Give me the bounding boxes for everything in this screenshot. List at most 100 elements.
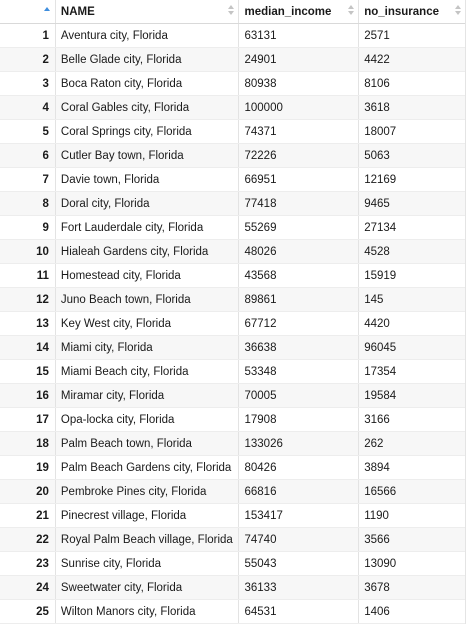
median-income-cell: 66951: [239, 168, 360, 191]
column-header-name[interactable]: NAME: [56, 0, 240, 23]
table-row: 5 Coral Springs city, Florida 74371 18007: [0, 120, 465, 144]
no-insurance-cell: 12169: [364, 173, 397, 186]
no-insurance-cell: 13090: [364, 557, 397, 570]
median-income-cell: 77418: [239, 192, 360, 215]
row-index-cell: 16: [0, 384, 56, 407]
column-header-label: no_insurance: [364, 5, 439, 18]
median-income-cell: 17908: [239, 408, 360, 431]
row-index-cell: 5: [0, 120, 56, 143]
row-index-cell: 12: [0, 288, 56, 311]
table-row: 13 Key West city, Florida 67712 4420: [0, 312, 465, 336]
no-insurance-cell: 3678: [364, 581, 390, 594]
row-index-cell: 7: [0, 168, 56, 191]
no-insurance-cell: 4422: [364, 53, 390, 66]
name-cell: Miami city, Florida: [56, 336, 240, 359]
name-cell: Boca Raton city, Florida: [56, 72, 240, 95]
name-cell: Palm Beach town, Florida: [56, 432, 240, 455]
sort-icon: [454, 5, 461, 17]
table-row: 17 Opa-locka city, Florida 17908 3166: [0, 408, 465, 432]
table-row: 1 Aventura city, Florida 63131 2571: [0, 24, 465, 48]
name-cell: Sweetwater city, Florida: [56, 576, 240, 599]
median-income-cell: 100000: [239, 96, 360, 119]
median-income-cell: 24901: [239, 48, 360, 71]
name-cell: Wilton Manors city, Florida: [56, 600, 240, 623]
table-row: 10 Hialeah Gardens city, Florida 48026 4528: [0, 240, 465, 264]
table-row: 9 Fort Lauderdale city, Florida 55269 27134: [0, 216, 465, 240]
table-row: 7 Davie town, Florida 66951 12169: [0, 168, 465, 192]
column-header-no-insurance[interactable]: no_insurance: [359, 0, 465, 23]
median-income-cell: 66816: [239, 480, 360, 503]
no-insurance-cell: 1406: [364, 605, 390, 618]
median-income-cell: 72226: [239, 144, 360, 167]
no-insurance-cell: 145: [364, 293, 384, 306]
no-insurance-cell: 5063: [364, 149, 390, 162]
table-body: 1 Aventura city, Florida 63131 2571 2 Belle G…: [0, 24, 465, 624]
median-income-cell: 63131: [239, 24, 360, 47]
median-income-cell: 89861: [239, 288, 360, 311]
row-index-cell: 1: [0, 24, 56, 47]
name-cell: Cutler Bay town, Florida: [56, 144, 240, 167]
row-index-cell: 18: [0, 432, 56, 455]
row-index-cell: 15: [0, 360, 56, 383]
sort-ascending-icon: [44, 7, 50, 11]
table-row: 24 Sweetwater city, Florida 36133 3678: [0, 576, 465, 600]
name-cell: Hialeah Gardens city, Florida: [56, 240, 240, 263]
row-index-cell: 19: [0, 456, 56, 479]
column-header-row-index[interactable]: [0, 0, 56, 23]
table-row: 12 Juno Beach town, Florida 89861 145: [0, 288, 465, 312]
name-cell: Juno Beach town, Florida: [56, 288, 240, 311]
name-cell: Sunrise city, Florida: [56, 552, 240, 575]
name-cell: Miami Beach city, Florida: [56, 360, 240, 383]
table-row: 8 Doral city, Florida 77418 9465: [0, 192, 465, 216]
median-income-cell: 153417: [239, 504, 360, 527]
no-insurance-cell: 19584: [364, 389, 397, 402]
no-insurance-cell: 9465: [364, 197, 390, 210]
no-insurance-cell: 27134: [364, 221, 397, 234]
name-cell: Davie town, Florida: [56, 168, 240, 191]
table-row: 18 Palm Beach town, Florida 133026 262: [0, 432, 465, 456]
no-insurance-cell: 18007: [364, 125, 397, 138]
no-insurance-cell: 3894: [364, 461, 390, 474]
row-index-cell: 14: [0, 336, 56, 359]
median-income-cell: 64531: [239, 600, 360, 623]
row-index-cell: 13: [0, 312, 56, 335]
name-cell: Royal Palm Beach village, Florida: [56, 528, 240, 551]
name-cell: Miramar city, Florida: [56, 384, 240, 407]
row-index-cell: 23: [0, 552, 56, 575]
no-insurance-cell: 3618: [364, 101, 390, 114]
name-cell: Pembroke Pines city, Florida: [56, 480, 240, 503]
no-insurance-cell: 16566: [364, 485, 397, 498]
row-index-cell: 24: [0, 576, 56, 599]
name-cell: Pinecrest village, Florida: [56, 504, 240, 527]
sort-icon: [228, 5, 235, 17]
table-row: 21 Pinecrest village, Florida 153417 1190: [0, 504, 465, 528]
no-insurance-cell: 2571: [364, 29, 390, 42]
table-row: 20 Pembroke Pines city, Florida 66816 16566: [0, 480, 465, 504]
no-insurance-cell: 1190: [364, 509, 389, 522]
median-income-cell: 70005: [239, 384, 360, 407]
row-index-cell: 17: [0, 408, 56, 431]
median-income-cell: 80938: [239, 72, 360, 95]
median-income-cell: 36133: [239, 576, 360, 599]
name-cell: Homestead city, Florida: [56, 264, 240, 287]
no-insurance-cell: 8106: [364, 77, 390, 90]
row-index-cell: 9: [0, 216, 56, 239]
column-header-median-income[interactable]: median_income: [239, 0, 360, 23]
no-insurance-cell: 3566: [364, 533, 390, 546]
name-cell: Belle Glade city, Florida: [56, 48, 240, 71]
row-index-cell: 10: [0, 240, 56, 263]
row-index-cell: 22: [0, 528, 56, 551]
no-insurance-cell: 4528: [364, 245, 390, 258]
median-income-cell: 43568: [239, 264, 360, 287]
median-income-cell: 55043: [239, 552, 360, 575]
median-income-cell: 48026: [239, 240, 360, 263]
name-cell: Aventura city, Florida: [56, 24, 240, 47]
median-income-cell: 80426: [239, 456, 360, 479]
no-insurance-cell: 15919: [364, 269, 397, 282]
row-index-cell: 11: [0, 264, 56, 287]
no-insurance-cell: 3166: [364, 413, 390, 426]
no-insurance-cell: 96045: [364, 341, 397, 354]
median-income-cell: 53348: [239, 360, 360, 383]
name-cell: Fort Lauderdale city, Florida: [56, 216, 240, 239]
